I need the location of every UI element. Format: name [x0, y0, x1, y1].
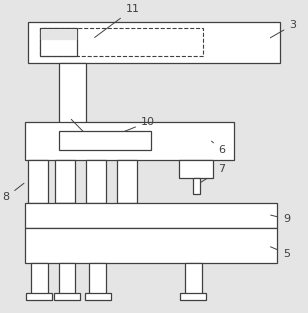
Bar: [180, 293, 206, 300]
Bar: [25, 122, 234, 160]
Text: 11: 11: [95, 4, 140, 38]
Text: 3: 3: [270, 20, 296, 38]
Bar: [41, 30, 76, 39]
Bar: [179, 160, 213, 178]
Bar: [59, 131, 151, 150]
Bar: [54, 293, 80, 300]
Text: 4: 4: [71, 119, 96, 146]
Bar: [55, 203, 75, 222]
Bar: [28, 160, 48, 203]
Bar: [59, 63, 86, 138]
Bar: [31, 263, 48, 294]
Bar: [25, 203, 277, 228]
Text: 7: 7: [200, 164, 225, 183]
Bar: [26, 293, 52, 300]
Bar: [59, 263, 75, 294]
Bar: [89, 263, 106, 294]
Text: 8: 8: [2, 183, 24, 202]
Text: 10: 10: [107, 117, 155, 138]
Text: 5: 5: [270, 247, 290, 259]
Bar: [40, 28, 77, 56]
Bar: [192, 178, 200, 194]
Bar: [25, 228, 277, 263]
Bar: [86, 160, 106, 203]
Bar: [117, 160, 137, 203]
Bar: [28, 22, 280, 63]
Text: 6: 6: [212, 141, 225, 155]
Bar: [55, 160, 75, 203]
Bar: [40, 28, 203, 56]
Text: 9: 9: [271, 214, 290, 224]
Bar: [185, 263, 202, 294]
Bar: [85, 293, 111, 300]
